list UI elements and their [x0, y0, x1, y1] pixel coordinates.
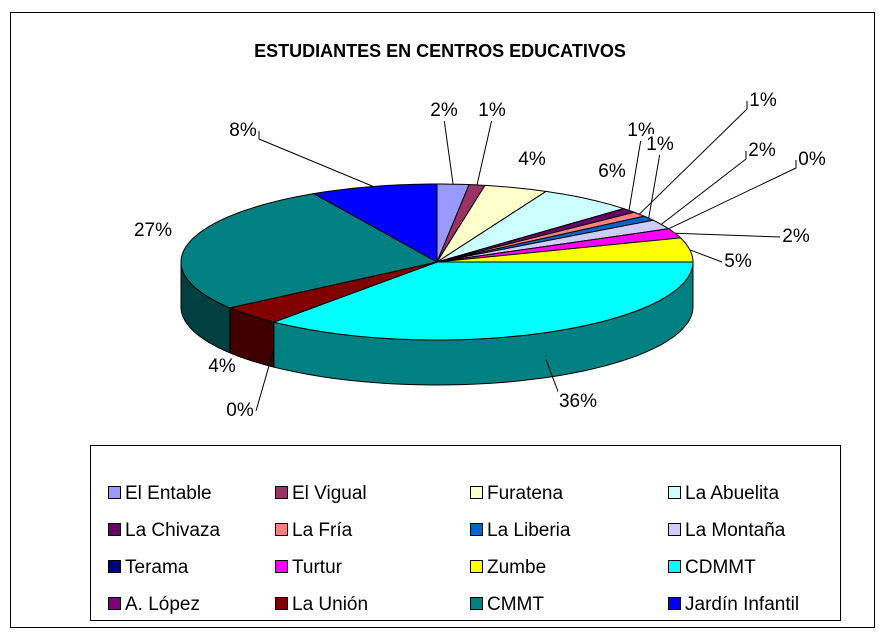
legend-swatch [668, 560, 681, 573]
legend-label: El Vigual [292, 483, 367, 504]
legend-label: La Montaña [685, 520, 786, 541]
legend-swatch [470, 597, 483, 610]
label-bg [477, 100, 507, 122]
label-bg [747, 140, 777, 162]
legend-label: La Fría [292, 520, 353, 541]
label-bg [748, 90, 778, 112]
label-bg [781, 226, 811, 248]
data-label: 2% [748, 140, 776, 161]
slice [272, 261, 694, 341]
data-label: 5% [724, 251, 752, 272]
data-label: 1% [646, 134, 674, 155]
legend-swatch [275, 523, 288, 536]
legend-label: La Liberia [487, 520, 571, 541]
legend-label: Turtur [292, 557, 343, 578]
leader-line [258, 131, 374, 187]
slice [312, 183, 438, 263]
slice [228, 261, 438, 323]
label-bg [225, 400, 255, 422]
legend-label: CDMMT [685, 557, 756, 578]
chart-title: ESTUDIANTES EN CENTROS EDUCATIVOS [254, 41, 626, 61]
label-bg [517, 149, 547, 171]
data-label: 4% [518, 149, 546, 170]
legend-label: La Abuelita [685, 483, 779, 504]
legend-label: La Unión [292, 594, 368, 615]
label-bg [645, 134, 675, 156]
legend-swatch [668, 597, 681, 610]
legend-swatch [470, 523, 483, 536]
data-label: 2% [430, 100, 458, 121]
legend-label: Furatena [487, 483, 563, 504]
leader-line [674, 232, 781, 238]
label-bg [557, 391, 599, 413]
data-label: 27% [134, 220, 172, 241]
legend-swatch [668, 486, 681, 499]
slice [436, 184, 548, 263]
data-label: 4% [208, 356, 236, 377]
legend-swatch [275, 560, 288, 573]
data-label: 1% [749, 90, 777, 111]
leader-line [638, 101, 748, 215]
legend-label: La Chivaza [125, 520, 220, 541]
data-label: 2% [782, 226, 810, 247]
legend-box [90, 445, 841, 621]
data-label: 6% [598, 161, 626, 182]
legend-swatch [470, 560, 483, 573]
data-label: 0% [226, 400, 254, 421]
slice [436, 190, 626, 263]
data-label: 8% [229, 120, 257, 141]
legend-swatch [108, 560, 121, 573]
legend-label: A. López [125, 594, 200, 615]
leader-line [255, 348, 275, 412]
leader-line [668, 160, 797, 230]
data-label: 36% [559, 391, 597, 412]
label-bg [597, 161, 627, 183]
legend-label: Jardín Infantil [685, 594, 799, 615]
legend-swatch [108, 523, 121, 536]
data-label: 0% [798, 149, 826, 170]
legend-swatch [275, 486, 288, 499]
label-bg [207, 356, 237, 378]
legend-label: Zumbe [487, 557, 546, 578]
label-bg [797, 149, 827, 171]
label-bg [132, 220, 174, 242]
legend-swatch [275, 597, 288, 610]
leader-line [689, 249, 723, 263]
label-bg [429, 100, 459, 122]
data-label: 1% [478, 100, 506, 121]
leader-line [660, 151, 747, 225]
legend-label: El Entable [125, 483, 212, 504]
legend-label: Terama [125, 557, 189, 578]
label-bg [228, 120, 258, 142]
legend-swatch [108, 486, 121, 499]
legend-label: CMMT [487, 594, 544, 615]
legend-swatch [668, 523, 681, 536]
label-bg [723, 251, 753, 273]
legend-swatch [470, 486, 483, 499]
legend-swatch [108, 597, 121, 610]
slice [180, 193, 439, 309]
